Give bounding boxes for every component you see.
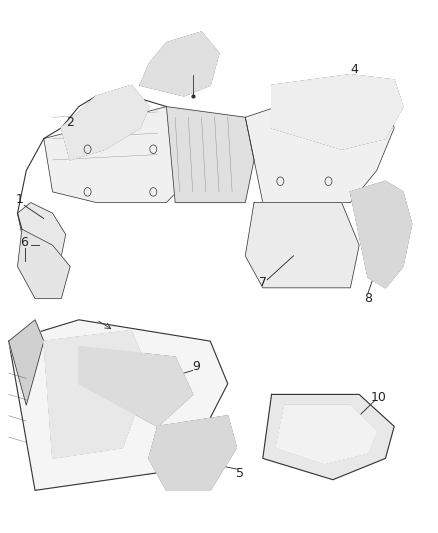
Text: 6: 6 bbox=[189, 56, 197, 69]
Text: 7: 7 bbox=[259, 276, 267, 289]
Polygon shape bbox=[44, 107, 201, 203]
Polygon shape bbox=[245, 203, 359, 288]
Polygon shape bbox=[263, 394, 394, 480]
Text: 9: 9 bbox=[192, 360, 200, 373]
Polygon shape bbox=[18, 229, 70, 298]
Text: 2: 2 bbox=[66, 116, 74, 129]
Text: 5: 5 bbox=[236, 467, 244, 480]
Polygon shape bbox=[276, 405, 377, 464]
Text: 8: 8 bbox=[364, 292, 372, 305]
Text: 6: 6 bbox=[20, 236, 28, 249]
Polygon shape bbox=[245, 85, 394, 203]
Polygon shape bbox=[149, 416, 237, 490]
Text: 1: 1 bbox=[16, 193, 24, 206]
Polygon shape bbox=[44, 330, 149, 458]
Polygon shape bbox=[272, 75, 403, 149]
Polygon shape bbox=[79, 346, 193, 426]
Polygon shape bbox=[9, 320, 44, 405]
Polygon shape bbox=[9, 320, 228, 490]
Polygon shape bbox=[18, 203, 66, 266]
Polygon shape bbox=[61, 85, 149, 160]
Text: 10: 10 bbox=[371, 391, 387, 403]
Polygon shape bbox=[350, 181, 412, 288]
Polygon shape bbox=[140, 32, 219, 96]
Polygon shape bbox=[166, 107, 254, 203]
Text: 4: 4 bbox=[350, 63, 358, 76]
